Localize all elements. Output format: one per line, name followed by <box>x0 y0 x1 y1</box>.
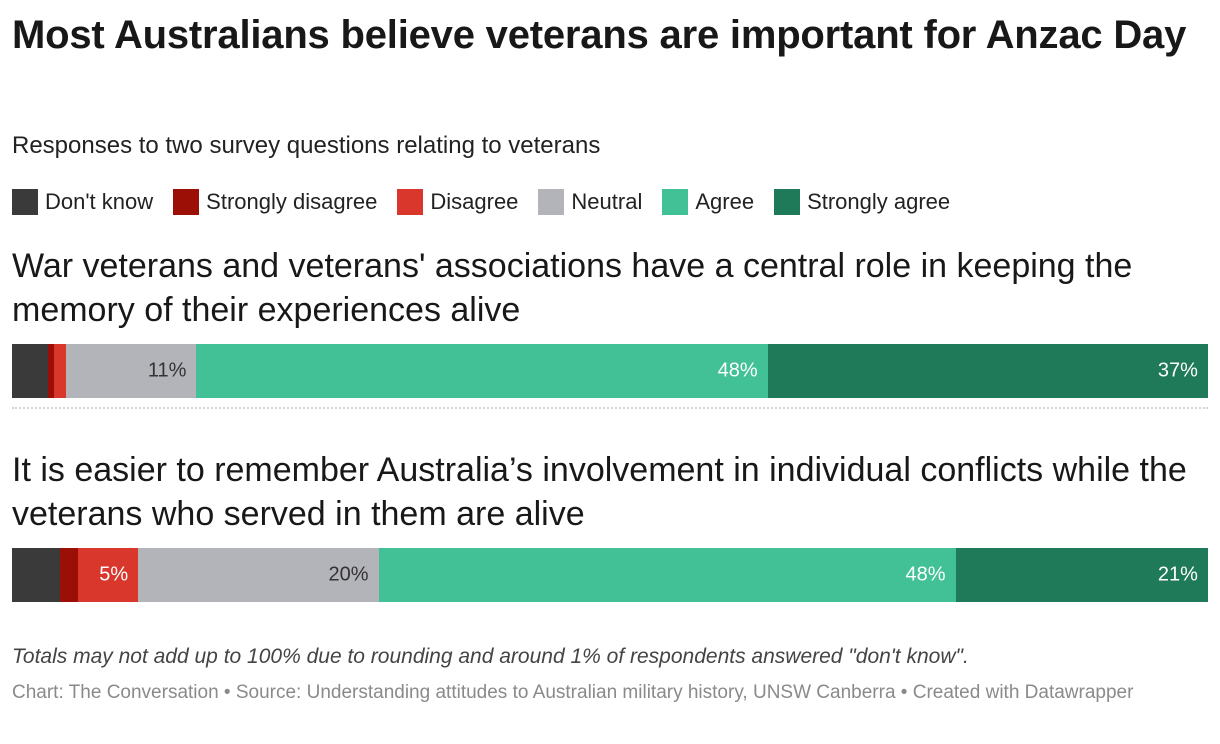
bar-segment-strongly-agree: 21% <box>955 548 1208 602</box>
legend-item-neutral: Neutral <box>538 189 642 215</box>
bar-segment-strongly-agree: 37% <box>767 344 1208 398</box>
legend-swatch <box>538 189 565 215</box>
bar-value-label: 21% <box>1157 563 1198 586</box>
bar-segment-strongly-disagree <box>60 548 79 602</box>
question-2-label: It is easier to remember Australia’s inv… <box>12 451 1187 533</box>
divider <box>12 407 1208 409</box>
legend-item-strongly-agree: Strongly agree <box>774 189 950 215</box>
legend-item-dont-know: Don't know <box>12 189 153 215</box>
legend-label: Strongly disagree <box>206 189 378 214</box>
chart-subtitle: Responses to two survey questions relati… <box>12 132 601 159</box>
bar-segment-strongly-disagree <box>47 344 54 398</box>
footnote: Totals may not add up to 100% due to rou… <box>12 645 969 668</box>
legend-swatch <box>173 189 200 215</box>
legend-item-agree: Agree <box>662 189 754 215</box>
legend-label: Disagree <box>430 189 519 214</box>
bar-segment-disagree <box>53 344 66 398</box>
bar-segment-don-t-know <box>12 548 61 602</box>
legend-item-strongly-disagree: Strongly disagree <box>173 189 377 215</box>
stacked-bar-question-2: 5% 20% 48% 21% <box>12 548 1208 602</box>
bar-value-label: 5% <box>99 563 129 586</box>
legend: Don't know Strongly disagree Disagree Ne… <box>12 187 970 217</box>
bar-segment-neutral: 20% <box>138 548 379 602</box>
legend-label: Don't know <box>45 189 154 214</box>
bar-segment-don-t-know <box>12 344 48 398</box>
chart-title: Most Australians believe veterans are im… <box>12 13 1187 57</box>
bar-value-label: 48% <box>717 359 758 382</box>
bar-segment-agree: 48% <box>196 344 768 398</box>
legend-swatch <box>12 189 38 215</box>
legend-label: Neutral <box>571 189 643 214</box>
stacked-bar-question-1: 11% 48% 37% <box>12 344 1208 398</box>
legend-label: Strongly agree <box>807 189 951 214</box>
bar-value-label: 20% <box>328 563 369 586</box>
bar-value-label: 48% <box>905 563 946 586</box>
legend-swatch <box>774 189 801 215</box>
bar-value-label: 11% <box>147 359 187 382</box>
legend-swatch <box>397 189 424 215</box>
question-1-label: War veterans and veterans' associations … <box>12 247 1133 329</box>
legend-swatch <box>662 189 689 215</box>
bar-segment-agree: 48% <box>378 548 956 602</box>
legend-item-disagree: Disagree <box>397 189 518 215</box>
legend-label: Agree <box>695 189 755 214</box>
bar-segment-neutral: 11% <box>65 344 197 398</box>
bar-segment-disagree: 5% <box>78 548 139 602</box>
source-credit: Chart: The Conversation • Source: Unders… <box>12 682 1134 703</box>
bar-value-label: 37% <box>1157 359 1198 382</box>
